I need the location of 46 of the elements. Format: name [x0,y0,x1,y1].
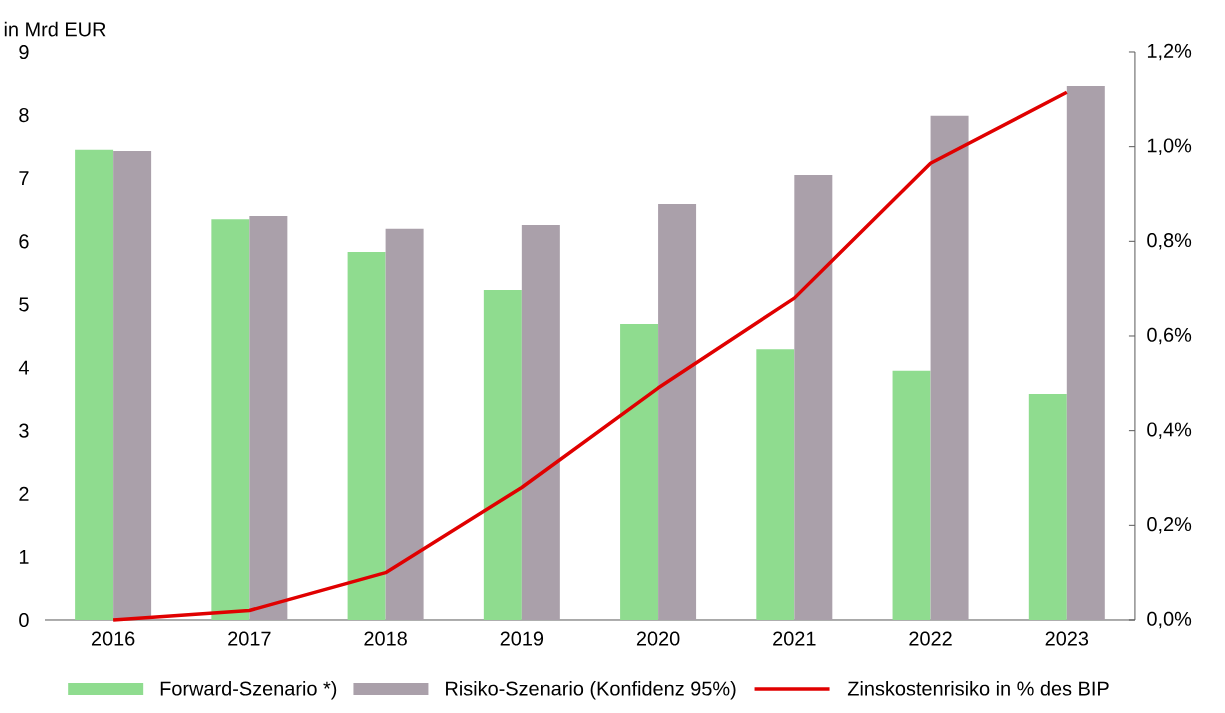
y-tick-label: 8 [19,108,29,123]
bar [1066,86,1105,620]
x-tick-label: 2020 [636,631,680,646]
y2-tick-label: 0,4% [1147,422,1192,439]
bar [794,175,833,620]
x-tick-label: 2021 [773,631,816,646]
y-tick-label: 2 [19,486,29,501]
y-tick-label: 1 [19,550,29,564]
bar [249,216,288,620]
bar [483,289,522,620]
line-series [111,90,1069,622]
bar [75,149,114,620]
bar [521,224,560,620]
bar [756,349,795,620]
legend-label: Zinskostenrisiko in % des BIP [847,680,1109,696]
y-tick-label: 4 [18,360,29,375]
y2-tick-label: 0,8% [1147,233,1192,250]
x-tick-label: 2017 [228,631,271,646]
y-axis-title: in Mrd EUR [4,21,106,37]
x-tick-label: 2018 [364,631,407,646]
y2-tick-label: 0,0% [1147,611,1192,629]
x-tick-label: 2019 [500,631,544,646]
bar [620,324,659,620]
bar [385,228,424,620]
legend-label: Risiko-Szenario (Konfidenz 95%) [446,680,736,700]
bar [1028,394,1067,620]
x-tick-label: 2023 [1045,631,1089,646]
y2-tick-label: 1,2% [1147,43,1192,61]
x-tick-label: 2022 [909,631,952,646]
y-tick-label: 0 [19,612,29,628]
y2-tick-label: 0,2% [1147,517,1192,534]
bar [930,115,969,620]
bar [892,370,931,620]
y-tick-label: 3 [19,423,29,438]
y-tick-label: 9 [19,44,29,60]
bar [658,204,697,620]
y-tick-label: 6 [19,234,29,249]
x-tick-label: 2016 [91,631,135,646]
bar [347,252,386,620]
bar [113,151,152,620]
y-tick-label: 5 [19,297,29,312]
y2-tick-label: 0,6% [1147,327,1192,345]
legend-label: Forward-Szenario *) [160,680,337,700]
bar [211,219,250,620]
y2-tick-label: 1,0% [1147,138,1192,155]
y-tick-label: 7 [19,171,29,186]
